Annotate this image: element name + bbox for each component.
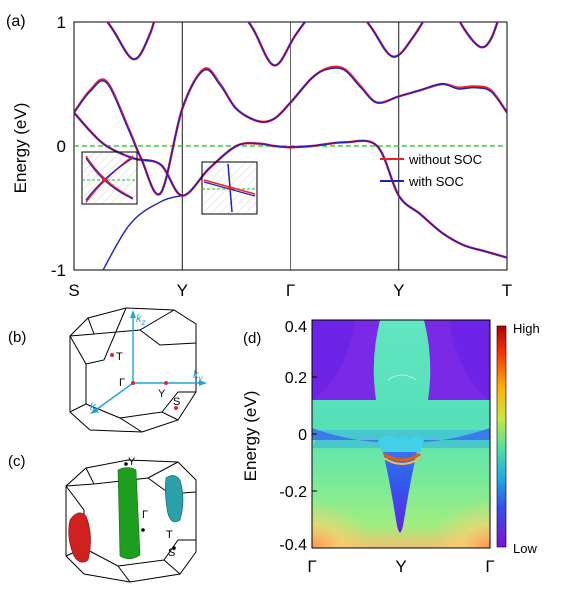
fermi-surface-right [165,475,184,523]
y-tick-label: 0.2 [285,370,307,387]
x-tick-label: Γ [286,281,295,300]
x-tick-label: T [502,281,512,300]
panel-a: (a) Energy (eV) 1 0 -1 S Y Γ Y T [6,13,512,300]
point-S-b: S [173,396,180,408]
band-line [106,22,155,60]
band-line [458,22,499,49]
y-tick-label: -0.2 [279,484,307,501]
y-tick-label: 0 [298,427,307,444]
band-line [102,194,183,270]
kx-axis-label: kx [90,401,101,415]
x-tick-label: Y [395,557,406,576]
y-tick-label: 0 [57,137,66,156]
y-tick-label: 1 [57,13,66,32]
x-tick-label: Y [393,281,404,300]
y-tick-label: -1 [51,261,66,280]
point-Gamma-b: Γ [119,377,125,389]
panel-c: (c) Y Γ T S [8,453,197,583]
band-line [365,22,425,58]
legend: without SOC with SOC [380,152,482,189]
spectral-heatmap [312,320,490,548]
x-tick-label: Γ [307,557,316,576]
colorbar-low-label: Low [513,541,537,556]
band-line [247,22,306,67]
legend-label-without-soc: without SOC [408,152,482,167]
point-Gamma-c: Γ [142,509,148,521]
y-tick-label: 0.4 [285,319,307,336]
fermi-surface-center [117,467,141,560]
panel-b: (b) kz ky kx T Γ Y S [8,307,207,433]
panel-d-label: (d) [243,330,261,347]
band-line [247,22,307,67]
point-T-c: T [166,529,173,541]
x-tick-label: S [68,281,79,300]
colorbar [496,325,507,548]
point-S-c: S [168,547,175,559]
point-Y-c: Y [128,456,136,468]
panel-d: (d) Energy (eV) 0.4 0.2 0 -0.2 -0.4 Γ Y Γ High… [241,319,540,576]
panel-a-ylabel: Energy (eV) [11,103,30,194]
panel-c-label: (c) [8,453,26,470]
reciprocal-axes [92,314,203,413]
band-line [366,22,424,58]
kz-axis-label: kz [136,313,146,327]
band-line [74,67,507,196]
band-line [459,22,499,48]
panel-a-label: (a) [6,13,26,30]
x-tick-label: Y [177,281,188,300]
point-T-b: T [116,351,123,363]
inset-right [201,161,258,215]
fermi-surface-left [68,512,91,563]
inset-left [81,151,138,205]
colorbar-high-label: High [513,321,540,336]
x-tick-label: Γ [485,557,494,576]
ky-axis-label: ky [193,369,204,383]
y-tick-label: -0.4 [279,537,307,554]
point-Y-b: Y [158,388,166,400]
panel-b-label: (b) [8,329,26,346]
panel-d-ylabel: Energy (eV) [241,391,260,482]
legend-label-with-soc: with SOC [408,174,464,189]
